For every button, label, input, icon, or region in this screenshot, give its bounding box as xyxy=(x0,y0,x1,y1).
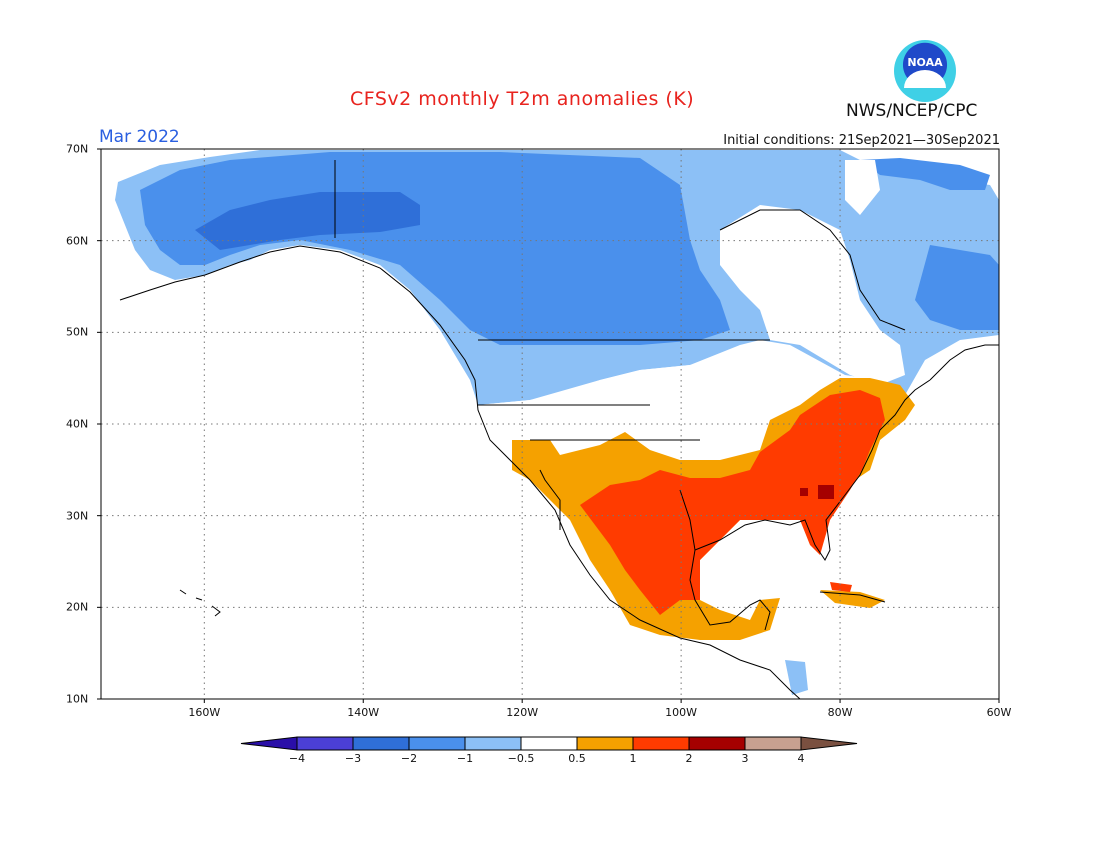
map-title: CFSv2 monthly T2m anomalies (K) xyxy=(350,88,695,110)
colorbar-swatch-0 xyxy=(296,736,354,751)
colorbar-label-9: 4 xyxy=(797,752,805,765)
map-grid xyxy=(101,149,999,699)
lat-label-30N: 30N xyxy=(66,509,89,523)
lat-label-10N: 10N xyxy=(66,692,89,706)
colorbar-swatch-4 xyxy=(520,736,578,751)
forecast-month: Mar 2022 xyxy=(99,127,180,147)
noaa-logo-wing xyxy=(904,70,946,88)
initial-conditions: Initial conditions: 21Sep2021—30Sep2021 xyxy=(723,133,1000,148)
colorbar-label-4: −0.5 xyxy=(507,752,535,765)
anomaly-region-baffin-neutral xyxy=(845,160,880,215)
anomaly-region-northwest-canada-core xyxy=(195,192,420,250)
lat-label-20N: 20N xyxy=(66,600,89,614)
anomaly-region-georgia-spot xyxy=(818,485,834,499)
lon-label-100W: 100W xyxy=(665,706,698,719)
noaa-logo: NOAA xyxy=(894,40,956,102)
anomaly-region-canada-east xyxy=(915,245,999,330)
colorbar-label-7: 2 xyxy=(685,752,693,765)
anomaly-region-georgia-spot-2 xyxy=(800,488,808,496)
anomaly-region-central-america xyxy=(785,660,808,695)
colorbar-extend-high xyxy=(800,736,858,751)
colorbar-label-5: 0.5 xyxy=(568,752,586,765)
colorbar-swatch-2 xyxy=(408,736,466,751)
agency-label: NWS/NCEP/CPC xyxy=(846,101,978,121)
lat-label-50N: 50N xyxy=(66,325,89,339)
colorbar-swatch-6 xyxy=(632,736,690,751)
lat-label-40N: 40N xyxy=(66,417,89,431)
lon-label-60W: 60W xyxy=(986,706,1012,719)
colorbar-extend-low xyxy=(240,736,298,751)
colorbar-swatch-5 xyxy=(576,736,634,751)
colorbar xyxy=(240,736,858,751)
colorbar-swatch-7 xyxy=(688,736,746,751)
lat-label-70N: 70N xyxy=(66,142,89,156)
anomaly-region-cuba-core xyxy=(830,582,852,592)
anomaly-region-us-plains-neutral xyxy=(478,345,830,468)
lat-label-60N: 60N xyxy=(66,234,89,248)
colorbar-swatch-3 xyxy=(464,736,522,751)
lon-label-80W: 80W xyxy=(827,706,853,719)
colorbar-swatch-1 xyxy=(352,736,410,751)
colorbar-label-0: −4 xyxy=(288,752,306,765)
lon-label-120W: 120W xyxy=(506,706,539,719)
colorbar-label-3: −1 xyxy=(456,752,474,765)
anomaly-region-hudson-neutral xyxy=(720,205,905,385)
colorbar-label-2: −2 xyxy=(400,752,418,765)
colorbar-swatch-8 xyxy=(744,736,802,751)
colorbar-label-8: 3 xyxy=(741,752,749,765)
colorbar-label-6: 1 xyxy=(629,752,637,765)
anomaly-region-canada-north-east xyxy=(860,158,990,190)
anomaly-region-cuba xyxy=(820,590,885,608)
anomaly-region-mexico-texas-southeast xyxy=(580,390,885,615)
axis-ticks xyxy=(97,148,1000,703)
colorbar-label-1: −3 xyxy=(344,752,362,765)
anomaly-fields xyxy=(115,150,999,695)
lon-label-140W: 140W xyxy=(347,706,380,719)
noaa-logo-text: NOAA xyxy=(907,56,943,69)
lon-label-160W: 160W xyxy=(188,706,221,719)
